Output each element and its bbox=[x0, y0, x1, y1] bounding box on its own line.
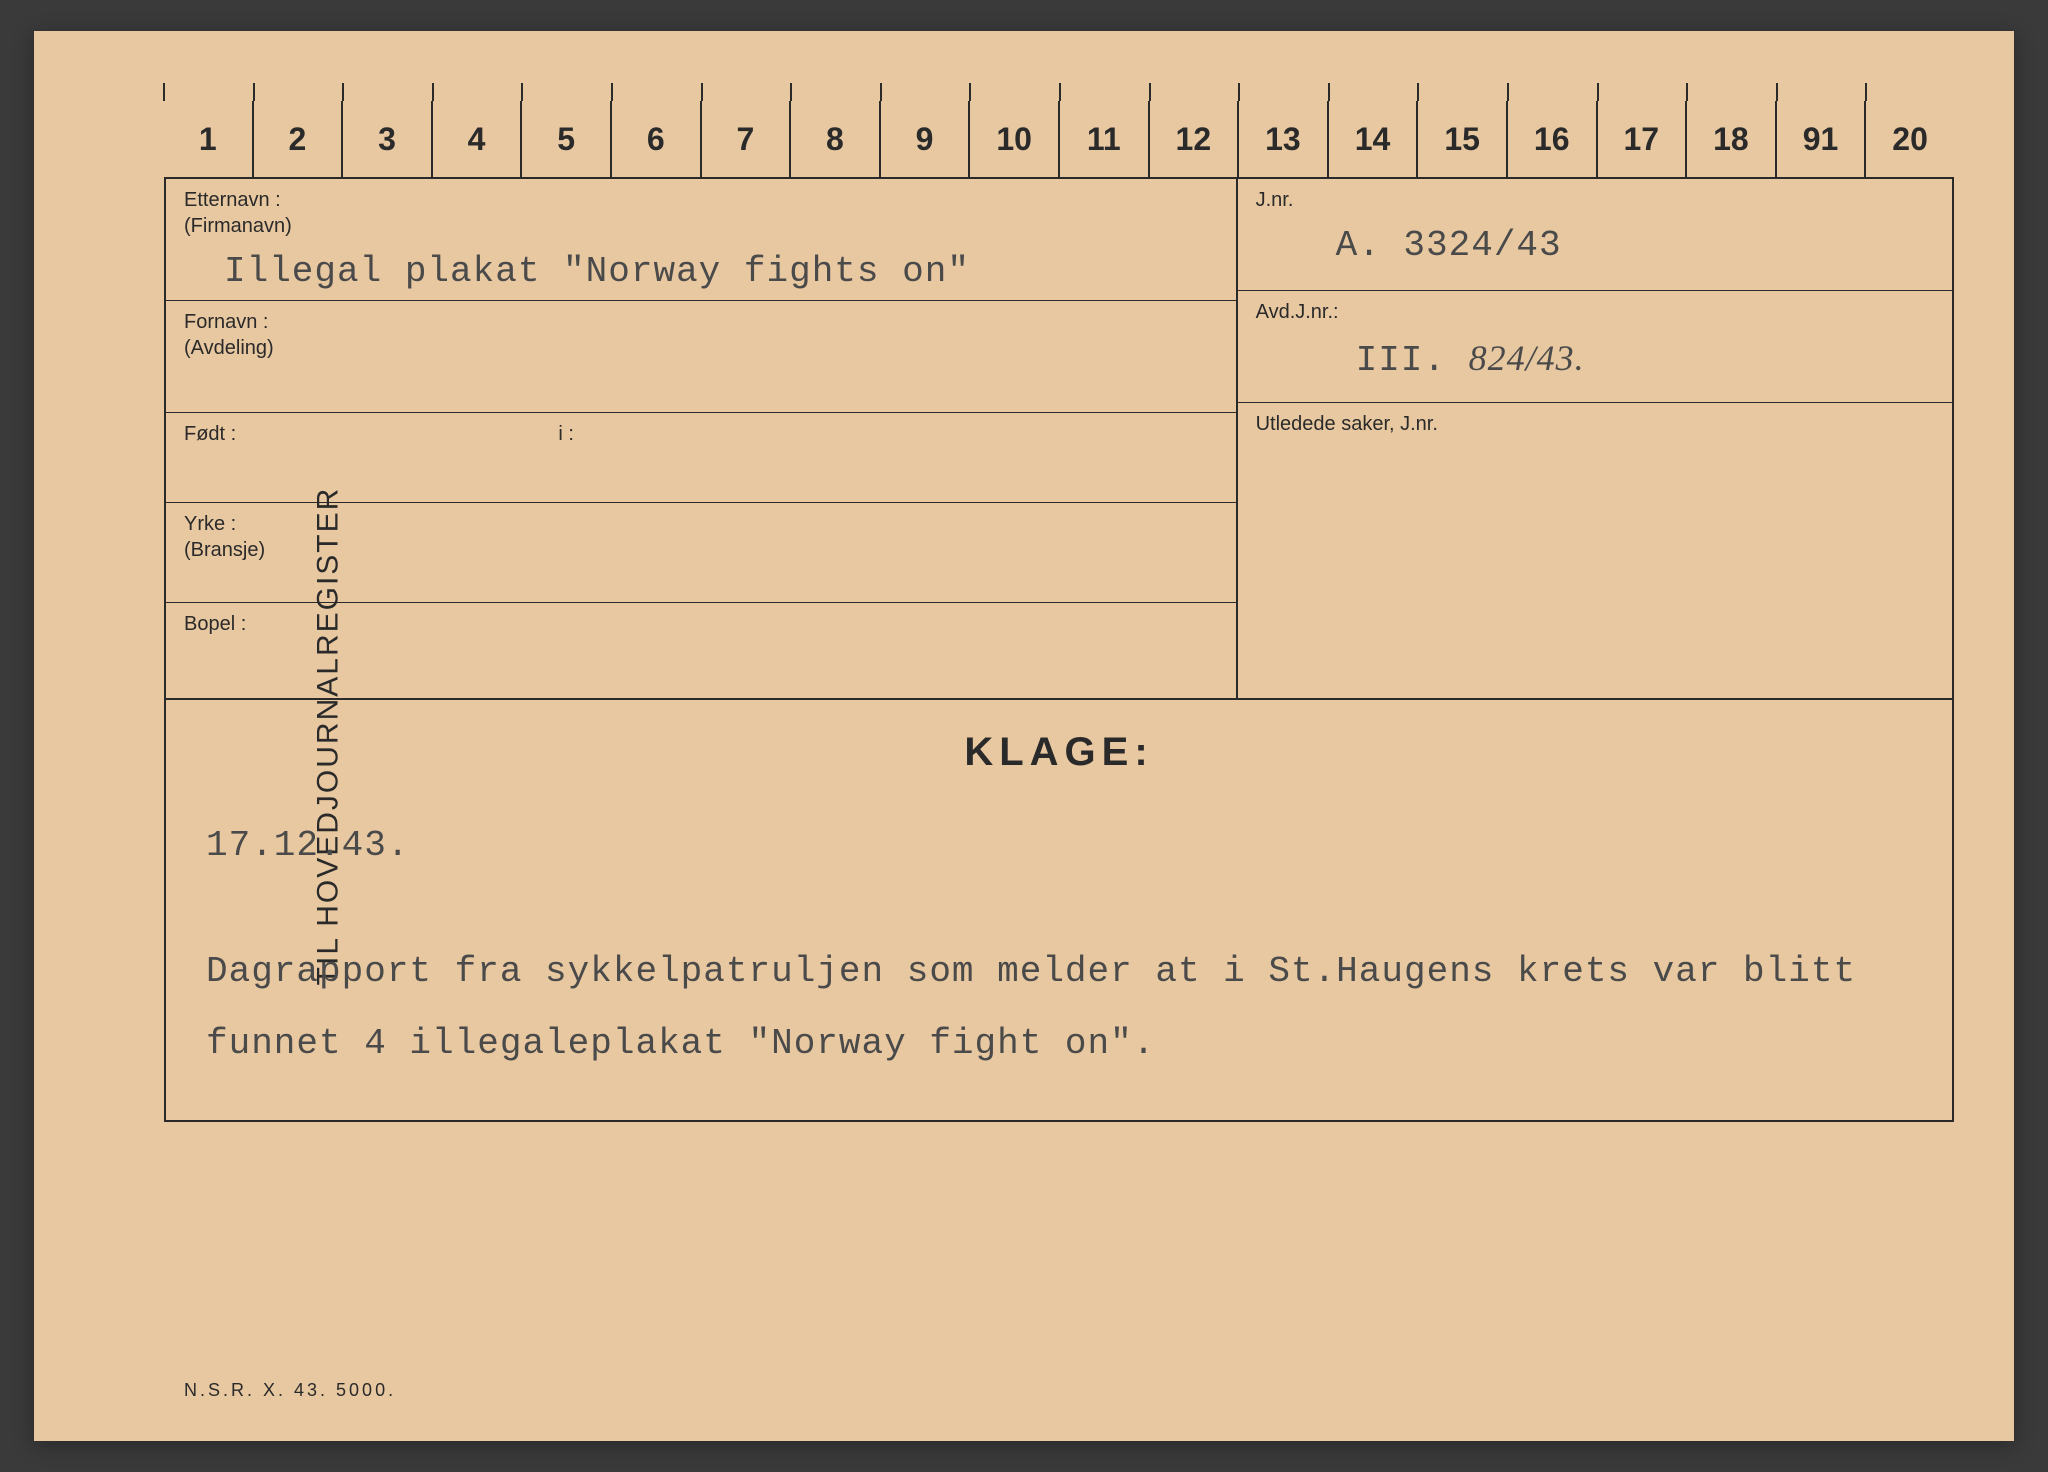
yrke-label: Yrke : (Bransje) bbox=[184, 511, 1218, 563]
upper-grid: Etternavn : (Firmanavn) Illegal plakat "… bbox=[166, 179, 1952, 700]
etternavn-label: Etternavn : (Firmanavn) bbox=[184, 187, 1218, 239]
number-row: 1 2 3 4 5 6 7 8 9 10 11 12 13 14 15 16 1… bbox=[164, 101, 1954, 179]
yrke-field: Yrke : (Bransje) bbox=[166, 503, 1236, 603]
etternavn-value: Illegal plakat "Norway fights on" bbox=[184, 251, 1218, 292]
footer-code: N.S.R. X. 43. 5000. bbox=[184, 1380, 396, 1401]
jnr-value: A. 3324/43 bbox=[1256, 225, 1934, 266]
number-cell: 12 bbox=[1148, 101, 1238, 177]
jnr-field: J.nr. A. 3324/43 bbox=[1238, 179, 1952, 291]
number-cell: 2 bbox=[252, 101, 342, 177]
bopel-label: Bopel : bbox=[184, 611, 1218, 637]
jnr-label: J.nr. bbox=[1256, 187, 1934, 213]
klage-body: Dagrapport fra sykkelpatruljen som melde… bbox=[206, 936, 1912, 1080]
main-box: Etternavn : (Firmanavn) Illegal plakat "… bbox=[164, 179, 1954, 1122]
etternavn-field: Etternavn : (Firmanavn) Illegal plakat "… bbox=[166, 179, 1236, 301]
number-cell: 4 bbox=[431, 101, 521, 177]
number-cell: 11 bbox=[1058, 101, 1148, 177]
number-cell: 13 bbox=[1237, 101, 1327, 177]
number-cell: 8 bbox=[789, 101, 879, 177]
fornavn-label: Fornavn : (Avdeling) bbox=[184, 309, 1218, 361]
number-cell: 20 bbox=[1864, 101, 1954, 177]
avdjnr-label: Avd.J.nr.: bbox=[1256, 299, 1934, 325]
left-column: Etternavn : (Firmanavn) Illegal plakat "… bbox=[166, 179, 1238, 698]
avdjnr-handwritten: 824/43. bbox=[1469, 338, 1585, 378]
fodt-i-label: i : bbox=[558, 423, 574, 445]
card-content: 1 2 3 4 5 6 7 8 9 10 11 12 13 14 15 16 1… bbox=[164, 101, 1954, 1381]
fodt-label: Født : bbox=[184, 423, 236, 445]
avdjnr-typed: III. bbox=[1356, 340, 1446, 381]
number-cell: 15 bbox=[1416, 101, 1506, 177]
avdjnr-value: III. 824/43. bbox=[1256, 337, 1934, 381]
utledede-field: Utledede saker, J.nr. bbox=[1238, 403, 1952, 688]
fornavn-field: Fornavn : (Avdeling) bbox=[166, 301, 1236, 413]
number-cell: 17 bbox=[1596, 101, 1686, 177]
utledede-label: Utledede saker, J.nr. bbox=[1256, 411, 1934, 437]
bopel-field: Bopel : bbox=[166, 603, 1236, 698]
right-column: J.nr. A. 3324/43 Avd.J.nr.: III. 824/43.… bbox=[1238, 179, 1952, 698]
number-cell: 3 bbox=[341, 101, 431, 177]
number-cell: 5 bbox=[520, 101, 610, 177]
number-cell: 91 bbox=[1775, 101, 1865, 177]
klage-section: KLAGE: 17.12.43. Dagrapport fra sykkelpa… bbox=[166, 700, 1952, 1120]
klage-date: 17.12.43. bbox=[206, 825, 1912, 866]
number-cell: 16 bbox=[1506, 101, 1596, 177]
number-cell: 10 bbox=[968, 101, 1058, 177]
number-cell: 18 bbox=[1685, 101, 1775, 177]
registry-card: TIL HOVEDJOURNALREGISTER 1 2 3 4 5 6 7 8… bbox=[34, 31, 2014, 1441]
number-cell: 7 bbox=[700, 101, 790, 177]
number-cell: 6 bbox=[610, 101, 700, 177]
number-cell: 1 bbox=[164, 101, 252, 177]
fodt-field: Født : i : bbox=[166, 413, 1236, 503]
number-cell: 9 bbox=[879, 101, 969, 177]
number-cell: 14 bbox=[1327, 101, 1417, 177]
avdjnr-field: Avd.J.nr.: III. 824/43. bbox=[1238, 291, 1952, 403]
klage-heading: KLAGE: bbox=[206, 730, 1912, 775]
